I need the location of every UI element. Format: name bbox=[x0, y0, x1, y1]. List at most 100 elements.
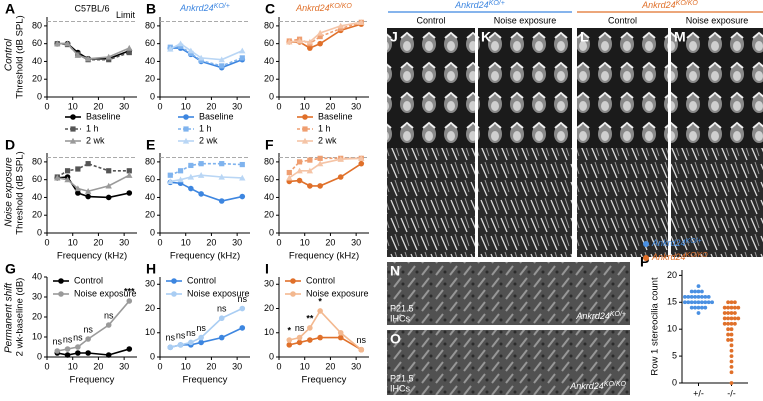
marker bbox=[317, 33, 323, 40]
dot bbox=[726, 338, 730, 342]
image-caption: Control bbox=[608, 15, 637, 25]
y-tick-label: 0 bbox=[37, 91, 42, 101]
sem-image bbox=[387, 262, 630, 325]
x-tick-label: -/- bbox=[727, 388, 736, 398]
panel-label: A bbox=[5, 1, 15, 17]
marker bbox=[85, 336, 91, 342]
dot bbox=[729, 300, 734, 305]
dot bbox=[729, 364, 734, 369]
marker bbox=[317, 155, 323, 161]
y-tick-label: 20 bbox=[264, 74, 274, 84]
legend-marker bbox=[643, 255, 649, 261]
x-axis-label: Frequency (kHz) bbox=[170, 251, 240, 262]
marker bbox=[167, 344, 174, 351]
legend-marker bbox=[171, 278, 177, 284]
image-caption: Noise exposure bbox=[494, 15, 557, 25]
x-tick-label: 0 bbox=[276, 101, 281, 111]
dot bbox=[729, 370, 734, 375]
x-tick-label: 30 bbox=[351, 361, 361, 371]
marker bbox=[197, 54, 205, 61]
y-tick-label: 20 bbox=[145, 303, 155, 313]
significance-label: ns bbox=[357, 335, 367, 345]
dot bbox=[700, 305, 704, 310]
marker bbox=[239, 161, 245, 168]
dot bbox=[729, 311, 734, 315]
y-tick-label: 30 bbox=[264, 279, 274, 289]
y-tick-label: 10 bbox=[32, 331, 42, 341]
x-tick-label: 0 bbox=[44, 101, 49, 111]
marker bbox=[337, 22, 344, 29]
dot bbox=[706, 295, 711, 299]
text-sup: KO/+ bbox=[214, 3, 230, 10]
image-label: L bbox=[580, 29, 589, 45]
marker bbox=[177, 342, 184, 348]
marker bbox=[358, 160, 365, 167]
marker bbox=[286, 174, 293, 181]
y-tick-label: 20 bbox=[145, 74, 155, 84]
panel-label: P bbox=[640, 254, 649, 270]
marker bbox=[286, 342, 293, 348]
dot bbox=[729, 316, 734, 321]
dot bbox=[729, 332, 734, 337]
y-tick-label: 60 bbox=[32, 38, 42, 48]
y-tick-label: 40 bbox=[32, 192, 42, 202]
legend-label: Ankrd24KO/+ bbox=[651, 238, 702, 249]
x-axis-label: Frequency bbox=[302, 375, 347, 386]
legend-marker bbox=[183, 126, 189, 132]
x-axis-label: Frequency (kHz) bbox=[289, 251, 359, 262]
legend-label: Noise exposure bbox=[306, 288, 369, 298]
x-tick-label: 10 bbox=[68, 237, 78, 247]
x-tick-label: 0 bbox=[276, 361, 281, 371]
image-stage: P21.5 bbox=[390, 373, 414, 383]
x-tick-label: 30 bbox=[119, 361, 129, 371]
image-label: K bbox=[481, 29, 491, 45]
marker bbox=[239, 55, 245, 61]
significance-label: ns bbox=[73, 332, 83, 342]
x-tick-label: 10 bbox=[300, 237, 310, 247]
dot bbox=[706, 300, 711, 305]
marker bbox=[239, 305, 246, 312]
dot bbox=[696, 284, 701, 289]
x-tick-label: 0 bbox=[157, 361, 162, 371]
panel-label: D bbox=[5, 137, 15, 153]
legend-label: Baseline bbox=[199, 111, 234, 121]
legend-label: 2 wk bbox=[86, 135, 105, 145]
marker bbox=[239, 325, 246, 331]
legend-marker bbox=[58, 291, 64, 297]
image-label: J bbox=[390, 29, 398, 45]
marker bbox=[306, 38, 314, 45]
marker bbox=[317, 40, 323, 47]
marker bbox=[239, 47, 246, 54]
legend-label: Baseline bbox=[318, 111, 353, 121]
legend-marker bbox=[643, 241, 649, 247]
marker bbox=[75, 350, 81, 356]
image-genotype: Ankrd24KO/+ bbox=[575, 311, 626, 322]
y-tick-label: 20 bbox=[264, 210, 274, 220]
marker bbox=[239, 174, 246, 181]
marker bbox=[54, 174, 61, 181]
x-tick-label: 0 bbox=[276, 237, 281, 247]
marker bbox=[126, 298, 133, 304]
marker bbox=[218, 334, 225, 341]
marker bbox=[218, 173, 225, 180]
micrograph-top bbox=[671, 28, 763, 148]
x-tick-label: 10 bbox=[181, 101, 191, 111]
y-tick-label: 0 bbox=[150, 351, 155, 361]
dot bbox=[686, 300, 691, 305]
x-axis-label: Frequency bbox=[70, 375, 115, 386]
marker bbox=[307, 157, 313, 163]
marker bbox=[64, 176, 71, 183]
x-tick-label: 20 bbox=[206, 237, 216, 247]
image-label: N bbox=[390, 263, 400, 279]
marker bbox=[84, 55, 92, 62]
x-tick-label: 10 bbox=[300, 361, 310, 371]
y-tick-label: 10 bbox=[145, 327, 155, 337]
dot bbox=[726, 332, 730, 337]
y-tick-label: 20 bbox=[32, 74, 42, 84]
chart-title: Ankrd24KO/+ bbox=[179, 3, 230, 14]
marker bbox=[105, 53, 112, 60]
dot bbox=[722, 316, 727, 321]
dot bbox=[729, 381, 734, 385]
dot bbox=[693, 305, 697, 310]
marker bbox=[106, 57, 112, 63]
